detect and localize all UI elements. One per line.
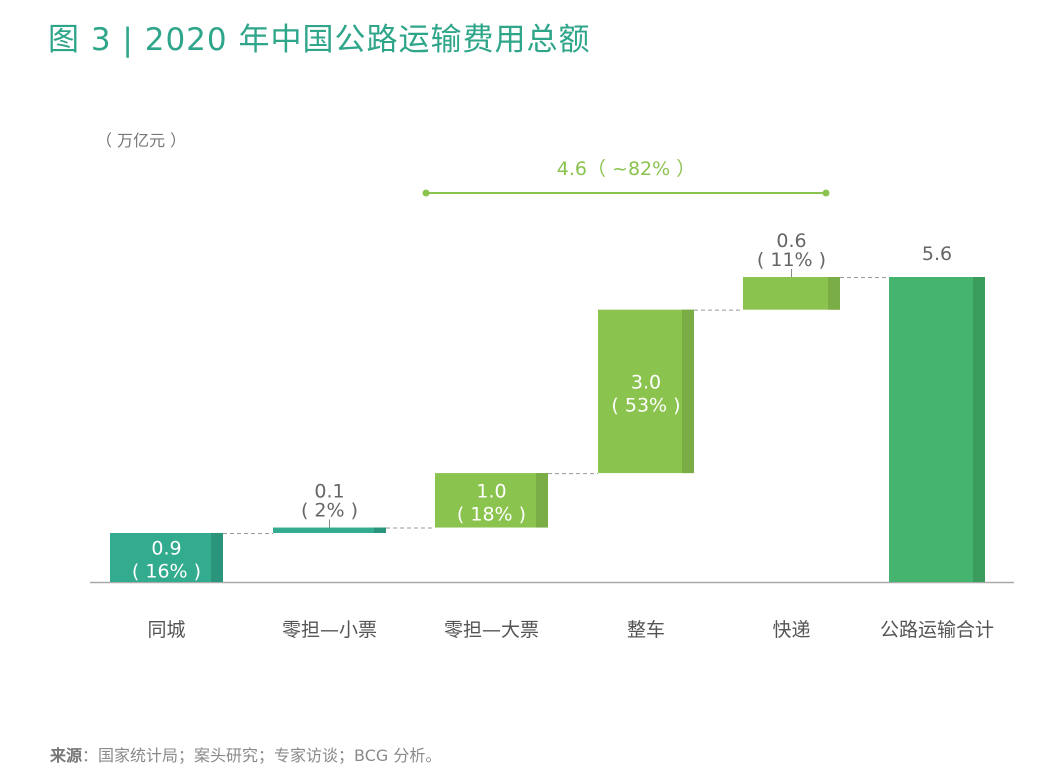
source-text: ：国家统计局；案头研究；专家访谈；BCG 分析。 [82, 746, 442, 765]
chart-title: 图 3 | 2020 年中国公路运输费用总额 [48, 22, 591, 58]
unit-label: （ 万亿元 ） [96, 131, 186, 150]
percent-label: ( 2% ) [301, 500, 358, 522]
value-label: 5.6 [922, 243, 952, 265]
bracket-end-dot [822, 189, 830, 197]
category-label: 整车 [627, 619, 665, 641]
bar-1 [273, 527, 386, 533]
category-label: 公路运输合计 [880, 619, 994, 641]
bar-shade-0 [211, 532, 223, 582]
percent-label: ( 53% ) [611, 394, 680, 416]
bar-shade-2 [536, 473, 548, 528]
value-label: 1.0 [476, 480, 506, 502]
bar-shade-4 [828, 277, 840, 310]
source-label: 来源 [50, 746, 83, 765]
bar-shade-1 [374, 527, 386, 533]
bar-4 [743, 277, 840, 310]
category-label: 零担—小票 [282, 619, 377, 641]
bracket-label: 4.6（ ~82% ） [557, 158, 695, 180]
bar-3 [598, 309, 694, 474]
percent-label: ( 16% ) [132, 560, 201, 582]
percent-label: ( 18% ) [457, 503, 526, 525]
value-label: 0.9 [151, 537, 181, 559]
bar-2 [435, 473, 548, 528]
percent-label: ( 11% ) [757, 249, 826, 271]
category-label: 零担—大票 [444, 619, 539, 641]
bar-shade-3 [682, 309, 694, 474]
bracket-end-dot [422, 189, 430, 197]
source-note: 来源：国家统计局；案头研究；专家访谈；BCG 分析。 [50, 742, 441, 766]
value-label: 0.6 [776, 230, 806, 252]
value-label: 3.0 [631, 371, 661, 393]
value-label: 0.1 [314, 481, 344, 503]
category-label: 同城 [147, 619, 185, 641]
bar-5 [889, 277, 985, 582]
bar-shade-5 [973, 277, 985, 582]
bar-0 [110, 532, 223, 582]
category-label: 快递 [772, 619, 810, 641]
